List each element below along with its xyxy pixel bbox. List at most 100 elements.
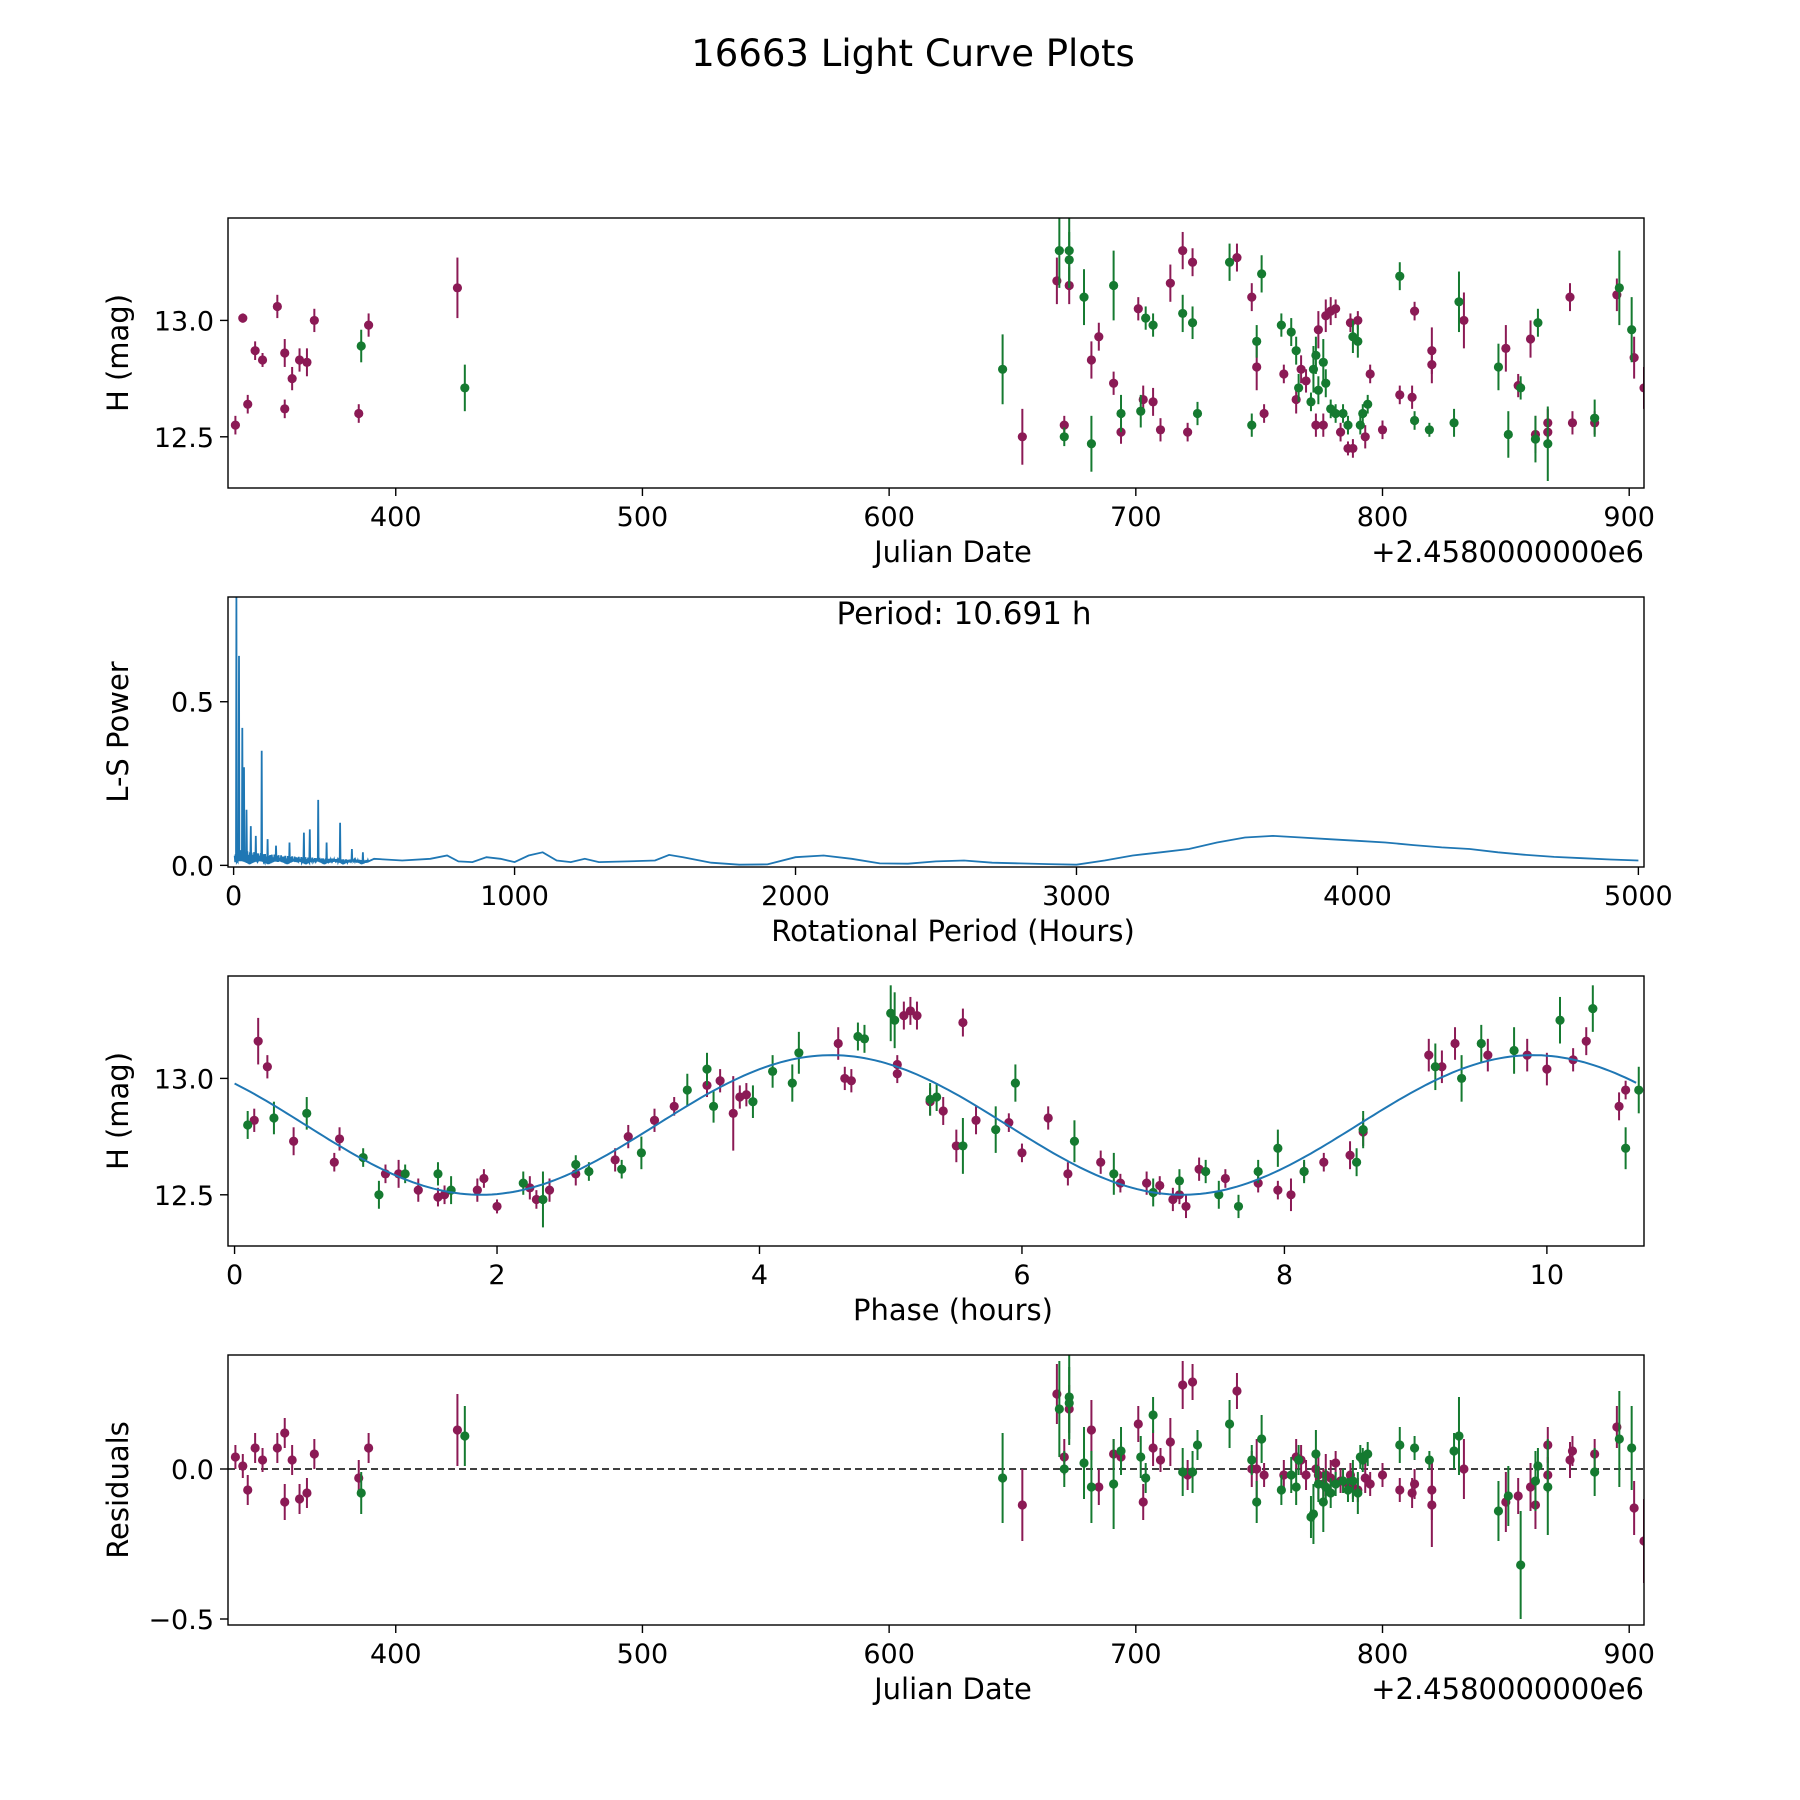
data-point	[1621, 1085, 1631, 1095]
data-point	[472, 1185, 482, 1195]
data-point	[1424, 1050, 1434, 1060]
x-offset-label: +2.4580000000e6	[1371, 535, 1644, 569]
data-point	[1276, 320, 1286, 330]
x-tick-label: 4000	[1323, 881, 1392, 912]
plot-frame	[227, 975, 1645, 1247]
data-point	[892, 1069, 902, 1079]
data-point	[991, 1125, 1001, 1135]
data-point	[280, 348, 290, 358]
y-tick-label: 0.5	[171, 688, 214, 719]
data-point	[262, 1062, 272, 1072]
data-point	[356, 1488, 366, 1498]
data-point	[1395, 1485, 1405, 1495]
data-point	[1276, 1485, 1286, 1495]
data-point	[243, 1485, 253, 1495]
data-point	[958, 1141, 968, 1151]
data-point	[1259, 1470, 1269, 1480]
data-point	[1192, 1440, 1203, 1450]
data-point	[584, 1166, 594, 1177]
panel-periodogram: 0 1000 2000 3000 4000 5000 0.0 0.5 Rotational Pe…	[101, 596, 1673, 948]
data-point	[1430, 1062, 1440, 1072]
data-point	[794, 1048, 804, 1058]
data-point	[329, 1157, 339, 1167]
data-point	[1456, 1073, 1467, 1084]
data-points	[234, 985, 1644, 1228]
data-point	[413, 1185, 423, 1195]
data-point	[1621, 1143, 1631, 1153]
data-point	[1063, 1169, 1073, 1179]
data-point	[280, 1428, 290, 1438]
data-point	[1079, 1458, 1089, 1468]
data-point	[280, 1497, 290, 1507]
data-point	[1296, 364, 1306, 374]
data-point	[257, 1455, 268, 1465]
data-point	[1321, 378, 1331, 388]
data-point	[1054, 1404, 1064, 1414]
data-point	[272, 301, 282, 312]
data-point	[1590, 413, 1600, 423]
data-point	[1352, 1157, 1362, 1167]
data-point	[1525, 334, 1536, 344]
data-point	[1590, 1467, 1600, 1477]
data-point	[1348, 1476, 1358, 1486]
data-point	[1273, 1185, 1283, 1195]
data-point	[230, 1452, 241, 1462]
data-point	[433, 1169, 443, 1179]
data-point	[1627, 325, 1637, 335]
data-point	[1069, 1136, 1080, 1146]
data-point	[768, 1066, 778, 1077]
data-point	[1232, 252, 1242, 263]
data-point	[1395, 271, 1405, 281]
data-point	[1291, 1482, 1301, 1492]
data-point	[1247, 292, 1257, 302]
data-point	[294, 1494, 305, 1504]
data-point	[1133, 304, 1143, 314]
panel-residuals: 400 500 600 700 800 900 −0.5 0.0 Julian Date Resi…	[101, 1354, 1655, 1706]
data-point	[1567, 1446, 1578, 1456]
data-point	[1187, 318, 1198, 328]
data-point	[1311, 420, 1321, 430]
data-point	[1059, 1464, 1069, 1474]
data-point	[1165, 278, 1175, 288]
data-point	[1377, 425, 1388, 435]
data-point	[531, 1194, 541, 1205]
data-point	[1530, 1476, 1541, 1486]
data-point	[1516, 1560, 1526, 1570]
data-point	[364, 320, 374, 330]
x-tick-label: 2	[488, 1260, 505, 1291]
data-point	[1178, 1467, 1188, 1477]
data-point	[1148, 1410, 1158, 1420]
data-point	[1086, 1425, 1097, 1435]
periodogram-line	[233, 597, 1639, 866]
data-point	[1614, 283, 1624, 293]
data-point	[1086, 1482, 1097, 1492]
data-point	[1247, 1455, 1257, 1465]
data-point	[249, 1115, 259, 1125]
data-point	[1355, 420, 1365, 430]
data-point	[787, 1078, 797, 1088]
plot-frame	[227, 217, 1645, 489]
x-axis-title: Phase (hours)	[853, 1293, 1053, 1327]
data-point	[1513, 1491, 1523, 1501]
data-point	[1565, 292, 1575, 302]
data-point	[1437, 1062, 1447, 1072]
data-point	[1148, 397, 1158, 407]
x-tick-label: 800	[1357, 1639, 1409, 1670]
data-point	[1331, 1479, 1341, 1489]
data-point	[998, 364, 1008, 374]
data-point	[243, 1120, 253, 1130]
x-tick-label: 900	[1603, 1639, 1655, 1670]
data-point	[1395, 390, 1405, 400]
data-point	[1174, 1176, 1185, 1186]
data-point	[518, 1178, 528, 1188]
data-point	[1338, 408, 1348, 419]
x-tick-label: 500	[617, 502, 669, 533]
data-point	[1353, 1488, 1363, 1498]
data-point	[1567, 418, 1578, 428]
data-point	[250, 1443, 260, 1453]
x-tick-label: 1000	[480, 881, 549, 912]
data-point	[1454, 1431, 1464, 1441]
data-point	[1116, 408, 1126, 419]
